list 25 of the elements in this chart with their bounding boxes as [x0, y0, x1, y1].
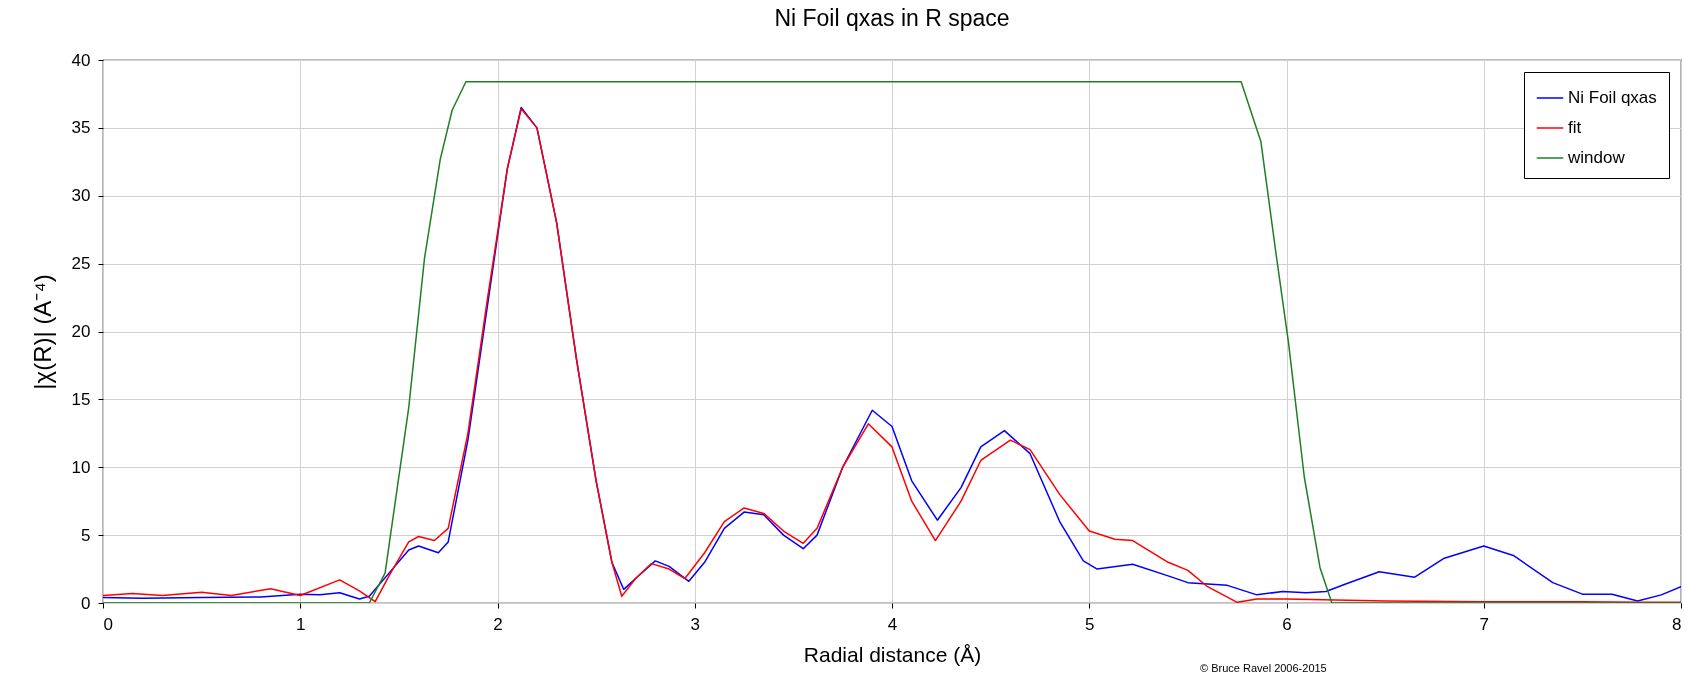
- text: © Bruce Ravel 2006-2015: [1200, 662, 1327, 674]
- x-tick-label: 0: [103, 614, 113, 634]
- y-axis-title: |χ(R)| (A⁻⁴): [28, 274, 56, 390]
- chart-title: Ni Foil qxas in R space: [774, 5, 1010, 31]
- y-tick-label: 10: [71, 457, 91, 477]
- y-tick-label: 25: [71, 254, 91, 274]
- y-tick-label: 5: [81, 525, 91, 545]
- x-tick-label: 1: [296, 614, 306, 634]
- x-tick-label: 7: [1479, 614, 1489, 634]
- y-tick-label: 30: [71, 186, 91, 206]
- legend-label: fit: [1568, 118, 1582, 137]
- x-tick-label: 4: [887, 614, 898, 634]
- x-tick-label: 8: [1672, 614, 1682, 634]
- legend-label: window: [1567, 148, 1626, 167]
- y-tick-label: 20: [71, 322, 91, 341]
- x-tick-label: 6: [1282, 614, 1292, 634]
- x-tick-label: 5: [1085, 614, 1095, 634]
- x-axis-title: Radial distance (Å): [803, 642, 982, 666]
- y-tick-label: 0: [81, 593, 91, 613]
- x-tick-label: 3: [690, 614, 700, 634]
- y-tick-label: 15: [71, 389, 91, 409]
- y-tick-label: 35: [71, 118, 91, 138]
- legend-label: Ni Foil qxas: [1568, 88, 1657, 107]
- x-tick-label: 2: [493, 614, 503, 634]
- y-tick-label: 40: [71, 50, 91, 70]
